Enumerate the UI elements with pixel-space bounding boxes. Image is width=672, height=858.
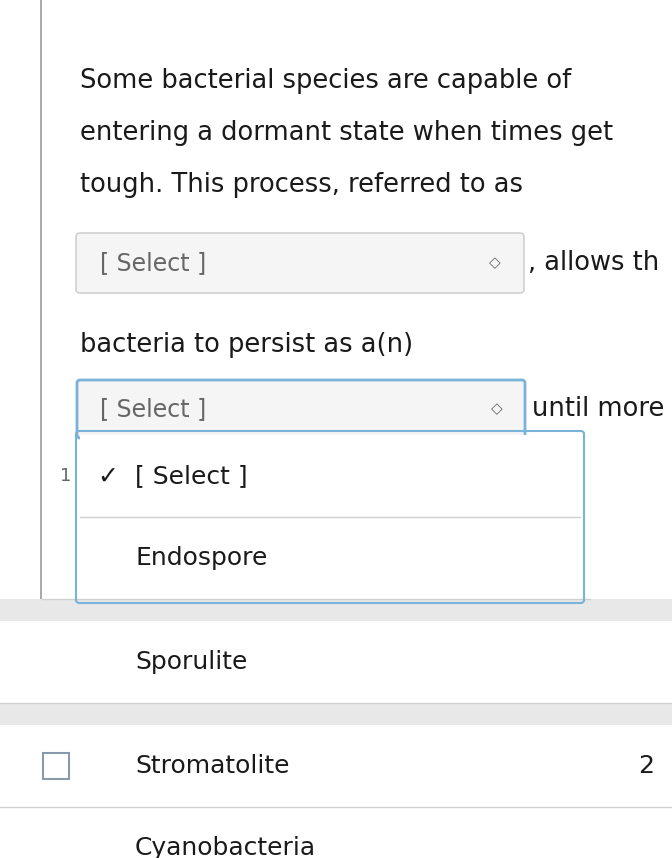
Text: [ Select ]: [ Select ] (100, 251, 206, 275)
Text: , allows th: , allows th (528, 250, 659, 276)
Bar (0, 703, 672, 725)
Bar (0, 621, 672, 703)
Text: 2: 2 (638, 754, 654, 778)
FancyBboxPatch shape (43, 753, 69, 779)
Text: ◇: ◇ (489, 256, 501, 270)
Bar (40, 0, 42, 858)
Text: Endospore: Endospore (135, 546, 267, 570)
Text: Some bacterial species are capable of: Some bacterial species are capable of (80, 68, 571, 94)
Text: entering a dormant state when times get: entering a dormant state when times get (80, 120, 613, 146)
Bar (42, 0, 672, 458)
Bar (80, 517, 580, 599)
Bar (0, 807, 672, 858)
Bar (0, 725, 672, 807)
Text: ✓  [ Select ]: ✓ [ Select ] (98, 464, 247, 488)
Text: Stromatolite: Stromatolite (135, 754, 290, 778)
Text: Cyanobacteria: Cyanobacteria (135, 836, 316, 858)
Text: 1: 1 (60, 467, 71, 485)
Text: ◇: ◇ (491, 402, 503, 416)
FancyBboxPatch shape (76, 233, 524, 293)
Bar (0, 599, 672, 621)
Bar (80, 435, 580, 517)
FancyBboxPatch shape (77, 380, 525, 438)
Text: tough. This process, referred to as: tough. This process, referred to as (80, 172, 523, 198)
Text: [ Select ]: [ Select ] (100, 397, 206, 421)
Text: until more: until more (532, 396, 665, 422)
Text: bacteria to persist as a(n): bacteria to persist as a(n) (80, 332, 413, 358)
Text: Sporulite: Sporulite (135, 650, 247, 674)
